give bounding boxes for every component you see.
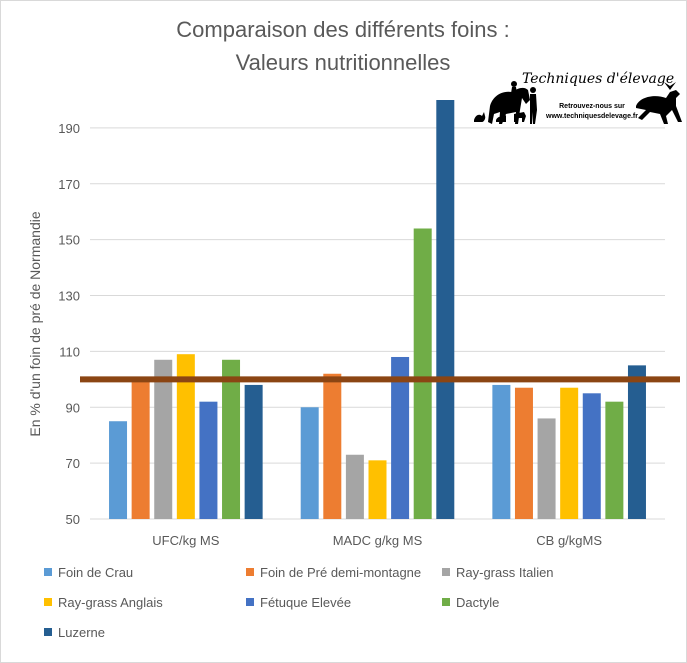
y-tick-label: 190: [58, 121, 80, 136]
bar: [300, 407, 319, 519]
bar: [436, 100, 455, 519]
bar: [222, 359, 241, 519]
y-tick-label: 50: [66, 512, 80, 527]
legend-label: Fétuque Elevée: [260, 595, 351, 610]
y-tick-label: 130: [58, 289, 80, 304]
bar: [109, 421, 128, 519]
bar: [176, 354, 195, 519]
horse-rider-icon: [488, 81, 530, 124]
legend-item: Foin de Crau: [44, 565, 133, 580]
bar: [131, 379, 150, 519]
y-tick-label: 90: [66, 400, 80, 415]
y-axis-ticks: 50 70 90 110 130 150 170 190: [58, 121, 80, 527]
x-category-label: UFC/kg MS: [152, 533, 220, 548]
chart-title-line-2: Valeurs nutritionnelles: [236, 50, 451, 75]
bar: [199, 401, 218, 519]
legend-label: Dactyle: [456, 595, 499, 610]
legend-item: Foin de Pré demi-montagne: [246, 565, 421, 580]
bar: [413, 228, 432, 519]
legend: Foin de Crau Foin de Pré demi-montagne Ray…: [44, 565, 554, 640]
legend-label: Ray-grass Anglais: [58, 595, 163, 610]
bar: [345, 454, 364, 519]
x-category-label: CB g/kgMS: [536, 533, 602, 548]
person-dog-icon: [514, 87, 537, 124]
logo: Techniques d'élevage Retrouvez-nous sur …: [474, 71, 682, 124]
bars: [109, 100, 646, 519]
logo-title: Techniques d'élevage: [522, 71, 674, 87]
legend-label: Ray-grass Italien: [456, 565, 554, 580]
legend-label: Foin de Pré demi-montagne: [260, 565, 421, 580]
legend-swatch: [442, 598, 450, 606]
legend-swatch: [44, 628, 52, 636]
legend-item: Fétuque Elevée: [246, 595, 351, 610]
bar: [244, 384, 263, 519]
legend-swatch: [44, 568, 52, 576]
bar: [368, 460, 387, 519]
legend-item: Dactyle: [442, 595, 499, 610]
legend-swatch: [442, 568, 450, 576]
legend-swatch: [246, 568, 254, 576]
y-tick-label: 110: [59, 344, 80, 359]
legend-item: Ray-grass Italien: [442, 565, 554, 580]
bar: [154, 359, 173, 519]
bar: [323, 373, 342, 519]
logo-line-1: Retrouvez-nous sur: [559, 103, 625, 110]
x-category-label: MADC g/kg MS: [333, 533, 423, 548]
bar: [627, 365, 646, 519]
legend-item: Luzerne: [44, 625, 105, 640]
cat-icon: [474, 112, 486, 122]
legend-label: Foin de Crau: [58, 565, 133, 580]
legend-label: Luzerne: [58, 625, 105, 640]
bar: [492, 384, 511, 519]
x-axis-categories: UFC/kg MS MADC g/kg MS CB g/kgMS: [152, 533, 602, 548]
galloping-horse-icon: [636, 90, 682, 124]
y-tick-label: 150: [58, 233, 80, 248]
y-axis-label: En % d'un foin de pré de Normandie: [27, 211, 43, 436]
bar: [537, 418, 556, 519]
chart-title: Comparaison des différents foins : Valeu…: [176, 17, 509, 75]
y-tick-label: 70: [66, 456, 80, 471]
bar: [582, 393, 601, 519]
bar: [605, 401, 624, 519]
legend-swatch: [44, 598, 52, 606]
chart-title-line-1: Comparaison des différents foins :: [176, 17, 509, 42]
bar: [560, 387, 579, 519]
logo-line-2: www.techniquesdelevage.fr: [545, 113, 638, 120]
legend-item: Ray-grass Anglais: [44, 595, 163, 610]
rabbit-icon: [496, 112, 506, 122]
legend-swatch: [246, 598, 254, 606]
bird-icon: [664, 82, 676, 90]
y-tick-label: 170: [58, 177, 80, 192]
bar: [514, 387, 533, 519]
bar: [391, 356, 410, 519]
